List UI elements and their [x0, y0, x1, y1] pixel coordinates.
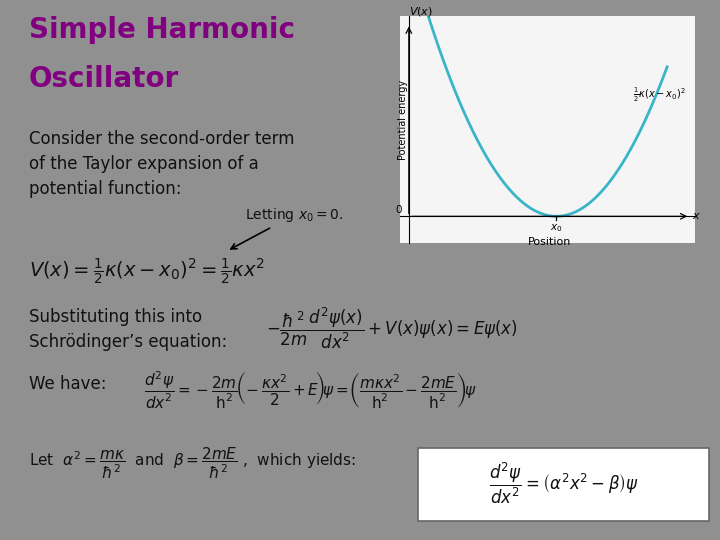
FancyBboxPatch shape: [418, 448, 709, 521]
Text: $V(x) = \frac{1}{2}\kappa(x - x_0)^2 = \frac{1}{2}\kappa x^2$: $V(x) = \frac{1}{2}\kappa(x - x_0)^2 = \…: [29, 256, 264, 287]
Text: Let  $\alpha^2 = \dfrac{m\kappa}{\hbar^2}$  and  $\beta = \dfrac{2mE}{\hbar^2}$ : Let $\alpha^2 = \dfrac{m\kappa}{\hbar^2}…: [29, 446, 356, 481]
Text: $V(x)$: $V(x)$: [409, 5, 433, 18]
Text: 0: 0: [396, 205, 402, 215]
Text: $\dfrac{d^2\psi}{dx^2} = \left(\alpha^2 x^2 - \beta\right)\psi$: $\dfrac{d^2\psi}{dx^2} = \left(\alpha^2 …: [489, 461, 639, 506]
Text: $-\dfrac{\hbar^{\,2}}{2m}\dfrac{d^2\psi(x)}{dx^2}+V(x)\psi(x) = E\psi(x)$: $-\dfrac{\hbar^{\,2}}{2m}\dfrac{d^2\psi(…: [266, 305, 518, 350]
Text: $x_0$: $x_0$: [550, 222, 563, 234]
Text: We have:: We have:: [29, 375, 107, 393]
Text: Potential energy: Potential energy: [398, 80, 408, 160]
Text: Simple Harmonic: Simple Harmonic: [29, 16, 294, 44]
Text: $\dfrac{d^2\psi}{dx^2} = -\dfrac{2m}{\mathrm{h}^2}\!\left(\!-\dfrac{\kappa x^2}{: $\dfrac{d^2\psi}{dx^2} = -\dfrac{2m}{\ma…: [144, 370, 477, 411]
Text: $\frac{1}{2}\kappa(x-x_0)^2$: $\frac{1}{2}\kappa(x-x_0)^2$: [633, 86, 685, 104]
Text: Consider the second-order term
of the Taylor expansion of a
potential function:: Consider the second-order term of the Ta…: [29, 130, 294, 198]
Text: Position: Position: [528, 237, 572, 247]
Text: Substituting this into
Schrödinger’s equation:: Substituting this into Schrödinger’s equ…: [29, 308, 227, 351]
Text: Letting $x_0 = 0.$: Letting $x_0 = 0.$: [231, 206, 343, 249]
Text: $x$: $x$: [692, 211, 701, 221]
Text: Oscillator: Oscillator: [29, 65, 179, 93]
